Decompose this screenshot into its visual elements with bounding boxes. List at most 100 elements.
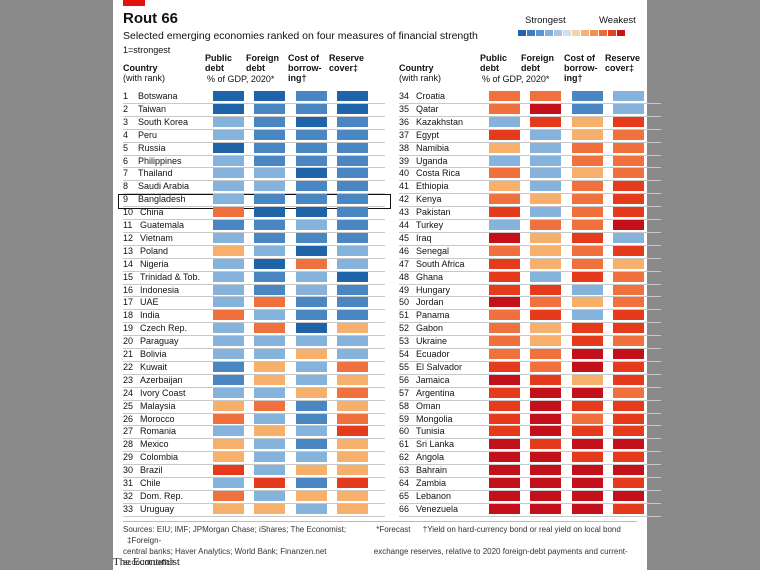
row-rank: 10 — [123, 207, 134, 218]
table-row: 20 Paraguay — [123, 335, 385, 348]
row-rank: 58 — [399, 400, 410, 411]
row-rank: 40 — [399, 168, 410, 179]
cell-reserve-cover — [613, 361, 644, 372]
cell-foreign-debt — [254, 168, 285, 179]
row-rank: 2 — [123, 103, 129, 114]
cell-cost-of-borrowing — [572, 91, 603, 101]
cell-cost-of-borrowing — [572, 181, 603, 192]
row-divider — [123, 386, 385, 388]
row-rank: 14 — [123, 258, 134, 269]
cell-reserve-cover — [613, 181, 644, 192]
table-row: 48 Ghana — [399, 271, 661, 284]
row-rank: 8 — [123, 181, 129, 192]
table-row: 34 Croatia — [399, 90, 661, 103]
table-row: 43 Pakistan — [399, 206, 661, 219]
cell-reserve-cover — [337, 220, 368, 230]
row-country: Bahrain — [416, 465, 448, 476]
cell-public-debt — [213, 116, 244, 127]
cell-foreign-debt — [530, 387, 561, 398]
row-divider — [123, 322, 385, 324]
table-row: 19 Czech Rep. — [123, 322, 385, 335]
row-divider — [399, 257, 661, 259]
row-rank: 43 — [399, 207, 410, 218]
row-country: Lebanon — [416, 490, 452, 501]
row-divider — [399, 206, 661, 208]
row-divider — [399, 438, 661, 440]
row-rank: 39 — [399, 155, 410, 166]
table-row: 25 Malaysia — [123, 400, 385, 413]
row-divider — [123, 115, 385, 117]
row-rank: 54 — [399, 349, 410, 359]
row-country: Indonesia — [140, 284, 180, 295]
cell-cost-of-borrowing — [296, 400, 327, 411]
cell-cost-of-borrowing — [296, 258, 327, 269]
row-country: Qatar — [416, 103, 439, 114]
cell-reserve-cover — [337, 207, 368, 218]
row-divider — [399, 489, 661, 491]
cell-foreign-debt — [254, 207, 285, 218]
row-divider — [123, 502, 385, 504]
row-divider — [123, 244, 385, 246]
row-divider — [399, 128, 661, 130]
cell-public-debt — [489, 220, 520, 230]
cell-cost-of-borrowing — [296, 387, 327, 398]
row-divider — [399, 193, 661, 195]
cell-foreign-debt — [254, 103, 285, 114]
cell-public-debt — [489, 103, 520, 114]
cell-foreign-debt — [530, 168, 561, 179]
row-divider — [399, 373, 661, 375]
row-country: Iraq — [416, 232, 432, 243]
table-row: 1 Botswana — [123, 90, 385, 103]
cell-cost-of-borrowing — [572, 387, 603, 398]
legend-strongest: Strongest — [525, 15, 566, 26]
cell-cost-of-borrowing — [572, 413, 603, 424]
cell-reserve-cover — [337, 503, 368, 514]
table-row: 45 Iraq — [399, 232, 661, 245]
cell-public-debt — [489, 374, 520, 385]
chart-title: Rout 66 — [123, 10, 179, 27]
cell-foreign-debt — [254, 413, 285, 424]
row-rank: 24 — [123, 387, 134, 398]
row-rank: 17 — [123, 297, 134, 308]
cell-foreign-debt — [254, 387, 285, 398]
cell-cost-of-borrowing — [572, 271, 603, 282]
table-row: 22 Kuwait — [123, 361, 385, 374]
cell-public-debt — [489, 142, 520, 153]
cell-cost-of-borrowing — [572, 220, 603, 230]
cell-public-debt — [213, 284, 244, 295]
row-country: Ivory Coast — [140, 387, 186, 398]
table-row: 55 El Salvador — [399, 361, 661, 374]
cell-foreign-debt — [254, 271, 285, 282]
row-country: India — [140, 310, 160, 321]
cell-foreign-debt — [530, 439, 561, 450]
header-foreign-debt-right: Foreign debt — [521, 53, 554, 73]
row-rank: 22 — [123, 361, 134, 372]
row-divider — [399, 244, 661, 246]
cell-public-debt — [489, 323, 520, 334]
cell-cost-of-borrowing — [572, 478, 603, 488]
row-divider — [399, 219, 661, 220]
cell-foreign-debt — [254, 258, 285, 269]
row-country: Jamaica — [416, 374, 450, 385]
cell-reserve-cover — [337, 452, 368, 463]
cell-public-debt — [213, 103, 244, 114]
row-country: Gabon — [416, 323, 444, 334]
row-divider — [123, 438, 385, 440]
cell-public-debt — [489, 400, 520, 411]
cell-public-debt — [489, 503, 520, 514]
cell-public-debt — [489, 478, 520, 488]
cell-public-debt — [213, 387, 244, 398]
table-row: 29 Colombia — [123, 451, 385, 464]
row-country: Czech Rep. — [140, 323, 188, 334]
cell-public-debt — [213, 297, 244, 308]
cell-reserve-cover — [337, 387, 368, 398]
cell-public-debt — [213, 336, 244, 347]
row-country: Chile — [140, 478, 161, 488]
row-rank: 63 — [399, 465, 410, 476]
cell-foreign-debt — [530, 103, 561, 114]
cell-reserve-cover — [337, 323, 368, 334]
cell-cost-of-borrowing — [572, 503, 603, 514]
cell-reserve-cover — [613, 194, 644, 205]
cell-foreign-debt — [254, 91, 285, 101]
footer-dagger-2: exchange reserves, relative to 2020 fore… — [123, 547, 628, 567]
